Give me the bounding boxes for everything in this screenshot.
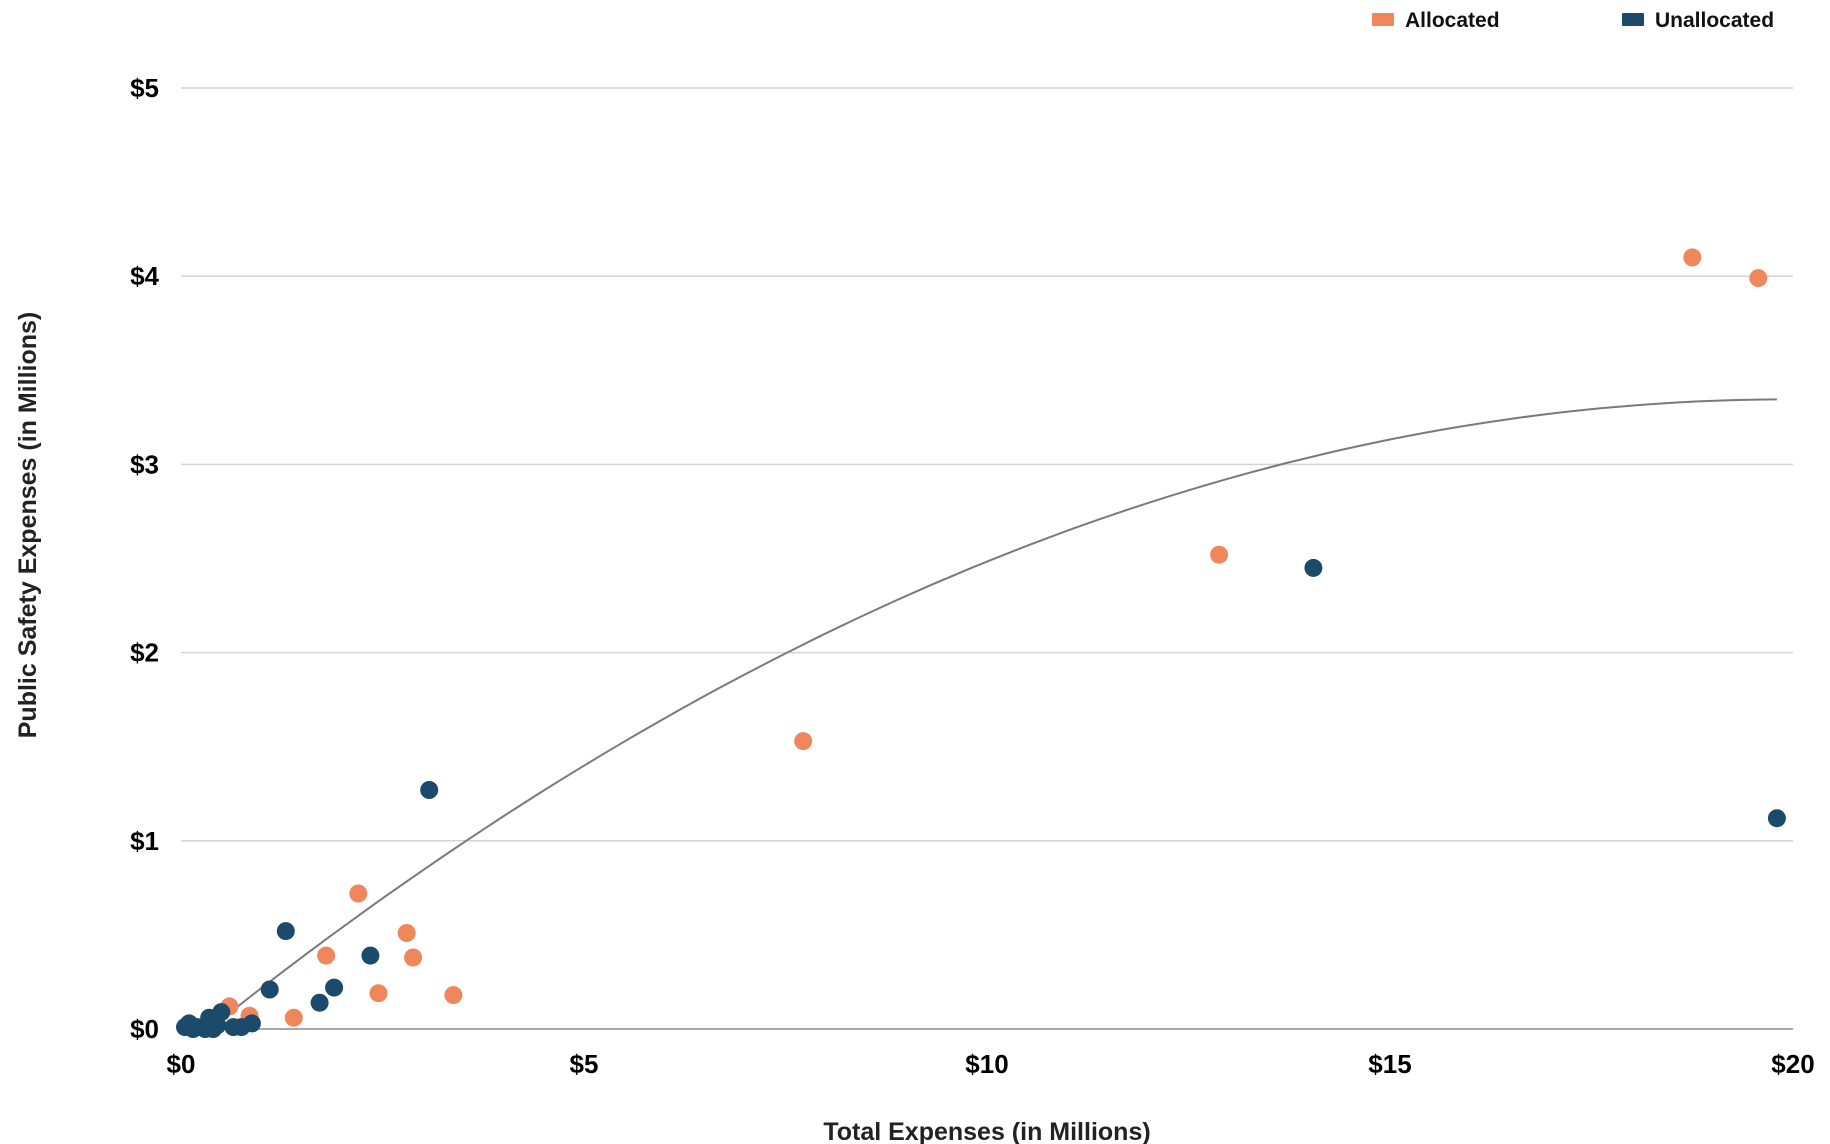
data-point-unallocated [260,980,279,999]
data-point-unallocated [1304,558,1323,577]
data-point-unallocated [420,781,439,799]
data-point-allocated [794,732,813,751]
x-tick-label: $5 [570,1049,599,1079]
data-point-unallocated [310,993,329,1012]
data-point-allocated [404,948,423,967]
data-point-allocated [397,924,416,942]
data-point-allocated [1683,248,1702,267]
legend-swatch-unallocated [1622,13,1644,26]
y-tick-label: $4 [130,261,159,291]
x-tick-label: $0 [167,1049,196,1079]
y-tick-label: $5 [130,73,159,103]
data-points [176,248,1786,1038]
legend-label: Allocated [1405,9,1500,32]
legend-item-unallocated: Unallocated [1622,9,1774,32]
legend-item-allocated: Allocated [1372,9,1500,32]
data-point-unallocated [276,922,295,941]
y-tick-label: $1 [130,826,159,856]
x-tick-label: $10 [965,1049,1008,1079]
data-point-allocated [317,946,336,965]
y-tick-label: $3 [130,449,159,479]
data-point-allocated [284,1008,303,1027]
legend-swatch-allocated [1372,13,1394,26]
data-point-allocated [369,984,388,1003]
data-point-allocated [444,986,463,1005]
data-point-unallocated [1767,809,1786,828]
data-point-unallocated [242,1014,261,1033]
y-axis-tick-labels: $0 $1 $2 $3 $4 $5 [130,73,159,1044]
x-tick-label: $15 [1368,1049,1411,1079]
data-point-allocated [1749,269,1768,288]
x-tick-label: $20 [1771,1049,1814,1079]
data-point-allocated [349,884,368,903]
series-allocated [220,248,1768,1027]
gridlines [181,87,1793,1030]
data-point-unallocated [361,946,380,965]
data-point-unallocated [325,978,344,997]
trendline [208,398,1777,1030]
x-axis-title: Total Expenses (in Millions) [823,1118,1150,1144]
y-axis-title: Public Safety Expenses (in Millions) [14,312,42,739]
chart-legend: Allocated Unallocated [1372,9,1774,32]
legend-label: Unallocated [1655,9,1774,32]
data-point-allocated [1210,545,1229,564]
y-tick-label: $0 [130,1014,159,1044]
y-tick-label: $2 [130,638,159,668]
x-axis-tick-labels: $0 $5 $10 $15 $20 [167,1049,1815,1079]
series-unallocated [176,558,1786,1038]
data-point-unallocated [212,1003,231,1022]
